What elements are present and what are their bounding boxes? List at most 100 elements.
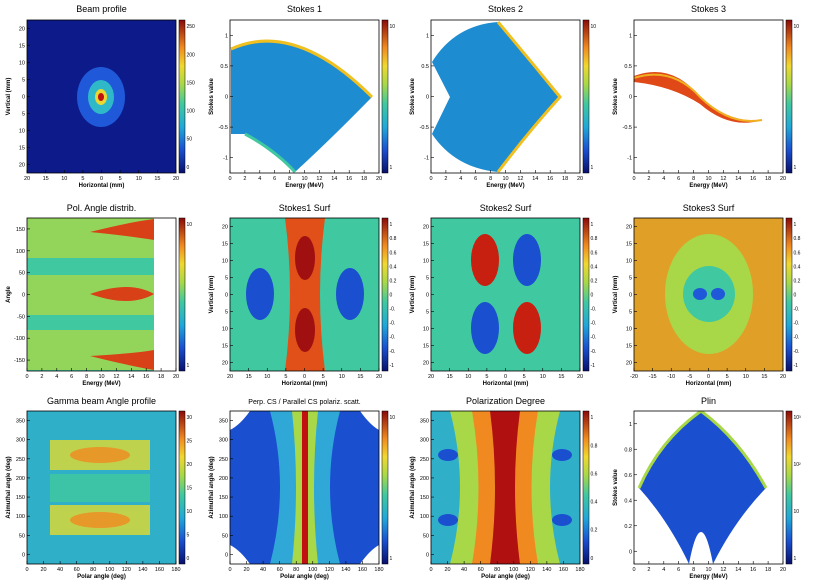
x-tick-label: 5 <box>81 176 84 182</box>
x-tick-label: 5 <box>119 176 122 182</box>
pol-blue-right-1 <box>552 449 572 461</box>
colorbar-tick-label: -0. <box>794 321 800 327</box>
y-tick-label: 10 <box>19 129 25 135</box>
plot-frame <box>430 410 581 565</box>
x-tick-label: 0 <box>25 374 28 380</box>
x-tick-label: 20 <box>780 176 786 182</box>
colorbar-tick-label: 0 <box>187 165 190 171</box>
colorbar-tick-label: 10 <box>187 222 193 228</box>
y-axis-label: Stokes value <box>613 77 619 114</box>
colorbar-tick-label: -0. <box>390 321 396 327</box>
colorbar <box>178 19 186 174</box>
colorbar-tick-label: 1 <box>390 222 393 228</box>
x-tick-label: 0 <box>429 567 432 573</box>
x-tick-label: 40 <box>57 567 63 573</box>
colorbar-tick-label: 0.6 <box>591 471 598 477</box>
y-tick-label: 250 <box>219 457 228 463</box>
x-tick-label: 8 <box>489 176 492 182</box>
x-tick-label: -10 <box>667 374 675 380</box>
colorbar-tick-label: 5 <box>187 532 190 538</box>
x-tick-label: 5 <box>322 374 325 380</box>
x-tick-label: 6 <box>677 176 680 182</box>
x-tick-label: 14 <box>331 176 337 182</box>
y-tick-label: 250 <box>420 457 429 463</box>
x-tick-label: 15 <box>154 176 160 182</box>
y-axis-label: Vertical (mm) <box>613 276 619 314</box>
colorbar-tick-label: 1 <box>794 222 797 228</box>
y-tick-label: 0 <box>426 95 429 101</box>
y-tick-label: 15 <box>423 242 429 248</box>
y-tick-label: 20 <box>423 361 429 367</box>
x-tick-label: 2 <box>243 176 246 182</box>
x-tick-label: 180 <box>374 567 383 573</box>
heatmap-hot-2 <box>70 512 130 528</box>
stokes3-curve-line <box>634 73 763 122</box>
y-tick-label: 15 <box>19 44 25 50</box>
x-tick-label: 180 <box>171 567 180 573</box>
x-tick-label: 100 <box>105 567 114 573</box>
y-axis-label: Azimuthal angle (deg) <box>410 456 416 518</box>
colorbar-tick-label: 50 <box>187 137 193 143</box>
x-tick-label: 16 <box>547 176 553 182</box>
x-tick-label: 15 <box>447 374 453 380</box>
y-tick-label: 300 <box>16 438 25 444</box>
x-tick-label: 120 <box>325 567 334 573</box>
x-tick-label: 10 <box>705 176 711 182</box>
x-tick-label: 4 <box>55 374 58 380</box>
x-axis-label: Polar angle (deg) <box>481 574 530 580</box>
x-tick-label: 2 <box>40 374 43 380</box>
stokes3-blue-left <box>693 288 707 300</box>
panel-gamma-angle <box>26 410 177 565</box>
colorbar-tick-label: 200 <box>187 52 196 58</box>
x-tick-label: -5 <box>687 374 692 380</box>
stokes1-red-bottom <box>295 308 315 352</box>
colorbar-tick-label: 10 <box>591 24 597 30</box>
colorbar-tick-label: 10² <box>794 462 802 468</box>
y-tick-label: 50 <box>222 533 228 539</box>
x-tick-label: 20 <box>24 176 30 182</box>
colorbar-tick-label: 1 <box>591 165 594 171</box>
x-tick-label: 20 <box>173 176 179 182</box>
y-tick-label: -1 <box>223 156 228 162</box>
stokes2-red-br <box>513 302 541 354</box>
y-tick-label: 5 <box>426 276 429 282</box>
stokes3-blue-right <box>711 288 725 300</box>
chart-title: Beam profile <box>76 4 127 14</box>
colorbar-tick-label: -0. <box>591 349 597 355</box>
y-tick-label: 300 <box>420 438 429 444</box>
x-axis-label: Horizontal (mm) <box>282 381 328 387</box>
y-axis-label: Vertical (mm) <box>410 276 416 314</box>
x-tick-label: 14 <box>735 567 741 573</box>
x-tick-label: 160 <box>358 567 367 573</box>
pol-red-core <box>490 411 520 564</box>
chart-title: Polarization Degree <box>466 396 545 406</box>
x-axis-label: Energy (MeV) <box>486 183 524 189</box>
x-tick-label: 18 <box>361 176 367 182</box>
colorbar-tick-label: 0.8 <box>794 236 801 242</box>
colorbar-tick-label: 1 <box>591 415 594 421</box>
y-tick-label: 0 <box>225 552 228 558</box>
y-tick-label: 1 <box>629 33 632 39</box>
y-tick-label: -0.5 <box>420 125 429 131</box>
x-tick-label: 12 <box>517 176 523 182</box>
x-tick-label: 8 <box>692 567 695 573</box>
colorbar-tick-label: 0 <box>591 556 594 562</box>
colorbar-tick-label: -0. <box>390 349 396 355</box>
y-tick-label: 0 <box>629 293 632 299</box>
stokes1-blue-right <box>336 268 364 320</box>
y-tick-label: 350 <box>420 419 429 425</box>
panel-plin <box>633 410 784 565</box>
y-tick-label: 0.8 <box>624 447 632 453</box>
colorbar-tick-label: 0 <box>390 293 393 299</box>
x-tick-label: 10 <box>540 374 546 380</box>
y-tick-label: 10 <box>222 327 228 333</box>
panel-stokes-3 <box>633 19 784 174</box>
y-tick-label: 10 <box>626 259 632 265</box>
x-tick-label: -15 <box>649 374 657 380</box>
x-tick-label: 12 <box>316 176 322 182</box>
x-tick-label: 140 <box>341 567 350 573</box>
y-tick-label: 100 <box>219 514 228 520</box>
x-tick-label: 80 <box>293 567 299 573</box>
x-tick-label: 20 <box>577 374 583 380</box>
